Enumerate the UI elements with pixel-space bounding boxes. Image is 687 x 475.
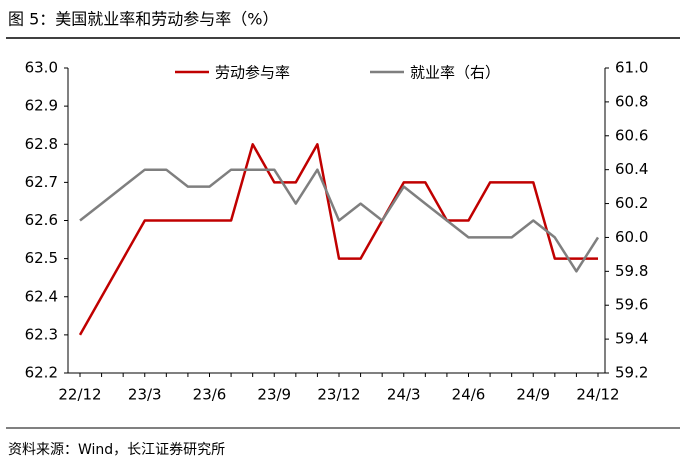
y-tick-label: 62.2: [25, 364, 58, 382]
y2-tick-label: 59.8: [615, 262, 648, 280]
y2-tick-label: 60.8: [615, 92, 648, 110]
x-tick-label: 22/12: [58, 386, 101, 404]
y-tick-label: 62.7: [25, 173, 58, 191]
series-line: [78, 143, 598, 336]
y-tick-label: 62.3: [25, 325, 58, 343]
y2-tick-label: 60.6: [615, 126, 648, 144]
source: 资料来源：Wind，长江证券研究所: [8, 442, 225, 458]
y2-tick-label: 59.6: [615, 296, 648, 314]
x-tick-label: 23/9: [257, 386, 291, 404]
y-tick-label: 63.0: [25, 59, 58, 77]
legend-label: 就业率（右）: [410, 64, 500, 82]
y2-tick-label: 61.0: [615, 59, 648, 77]
y-tick-label: 62.4: [25, 287, 58, 305]
x-tick-label: 24/3: [387, 386, 421, 404]
y-tick-label: 62.9: [25, 97, 58, 115]
legend-label: 劳动参与率: [215, 64, 290, 82]
x-tick-label: 24/6: [452, 386, 486, 404]
y-tick-label: 62.8: [25, 135, 58, 153]
y-tick-label: 62.5: [25, 249, 58, 267]
y2-tick-label: 60.4: [615, 160, 648, 178]
x-tick-label: 23/12: [317, 386, 360, 404]
y2-tick-label: 60.2: [615, 194, 648, 212]
x-tick-label: 23/6: [193, 386, 227, 404]
x-tick-label: 24/12: [576, 386, 619, 404]
x-tick-label: 24/9: [516, 386, 550, 404]
y-tick-label: 62.6: [25, 211, 58, 229]
x-tick-label: 23/3: [128, 386, 162, 404]
y2-tick-label: 60.0: [615, 228, 648, 246]
y2-tick-label: 59.2: [615, 364, 648, 382]
series-line: [79, 168, 600, 273]
chart-title: 图 5：美国就业率和劳动参与率（%）: [8, 10, 278, 29]
y2-tick-label: 59.4: [615, 330, 648, 348]
